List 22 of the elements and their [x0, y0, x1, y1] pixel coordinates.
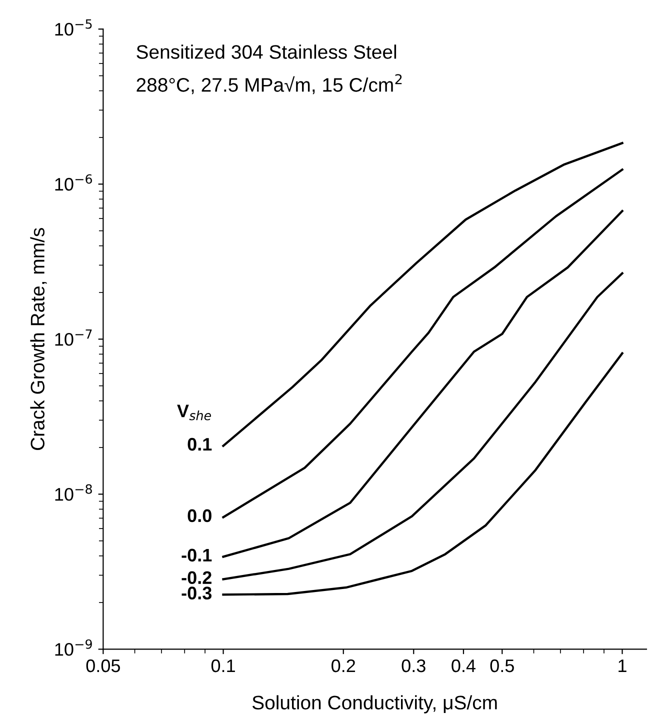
series-label: -0.2	[182, 571, 212, 584]
x-tick-label: 1	[618, 660, 626, 672]
y-tick-label: 10$^{−9}$	[55, 639, 92, 656]
series-label: -0.3	[182, 586, 212, 600]
y-tick-label: 10$^{−8}$	[55, 484, 92, 501]
y-tick-label: 10$^{−5}$	[55, 19, 92, 36]
legend-title: V$_{she}$	[177, 404, 211, 420]
x-tick-label: 0.2	[332, 659, 356, 672]
series-label: -0.1	[182, 548, 212, 562]
series-label: 0.0	[188, 509, 212, 522]
x-tick-label: 0.3	[402, 659, 426, 672]
y-tick-label: 10$^{−6}$	[55, 174, 92, 191]
x-tick-label: 0.05	[86, 659, 120, 672]
x-axis-title: Solution Conductivity, μS/cm	[252, 695, 497, 714]
x-tick-label: 0.5	[490, 659, 514, 672]
text: 288°C, 27.5 MPa√m, 15 C/cm$^{2}$	[136, 74, 402, 94]
y-axis-title: Crack Growth Rate, mm/s	[30, 228, 47, 450]
x-tick-label: 0.1	[211, 659, 235, 672]
text: Sensitized 304 Stainless Steel	[136, 44, 396, 59]
x-tick-label: 0.4	[452, 659, 476, 672]
series-label: 0.1	[188, 438, 212, 451]
y-tick-label: 10$^{−7}$	[55, 329, 92, 346]
